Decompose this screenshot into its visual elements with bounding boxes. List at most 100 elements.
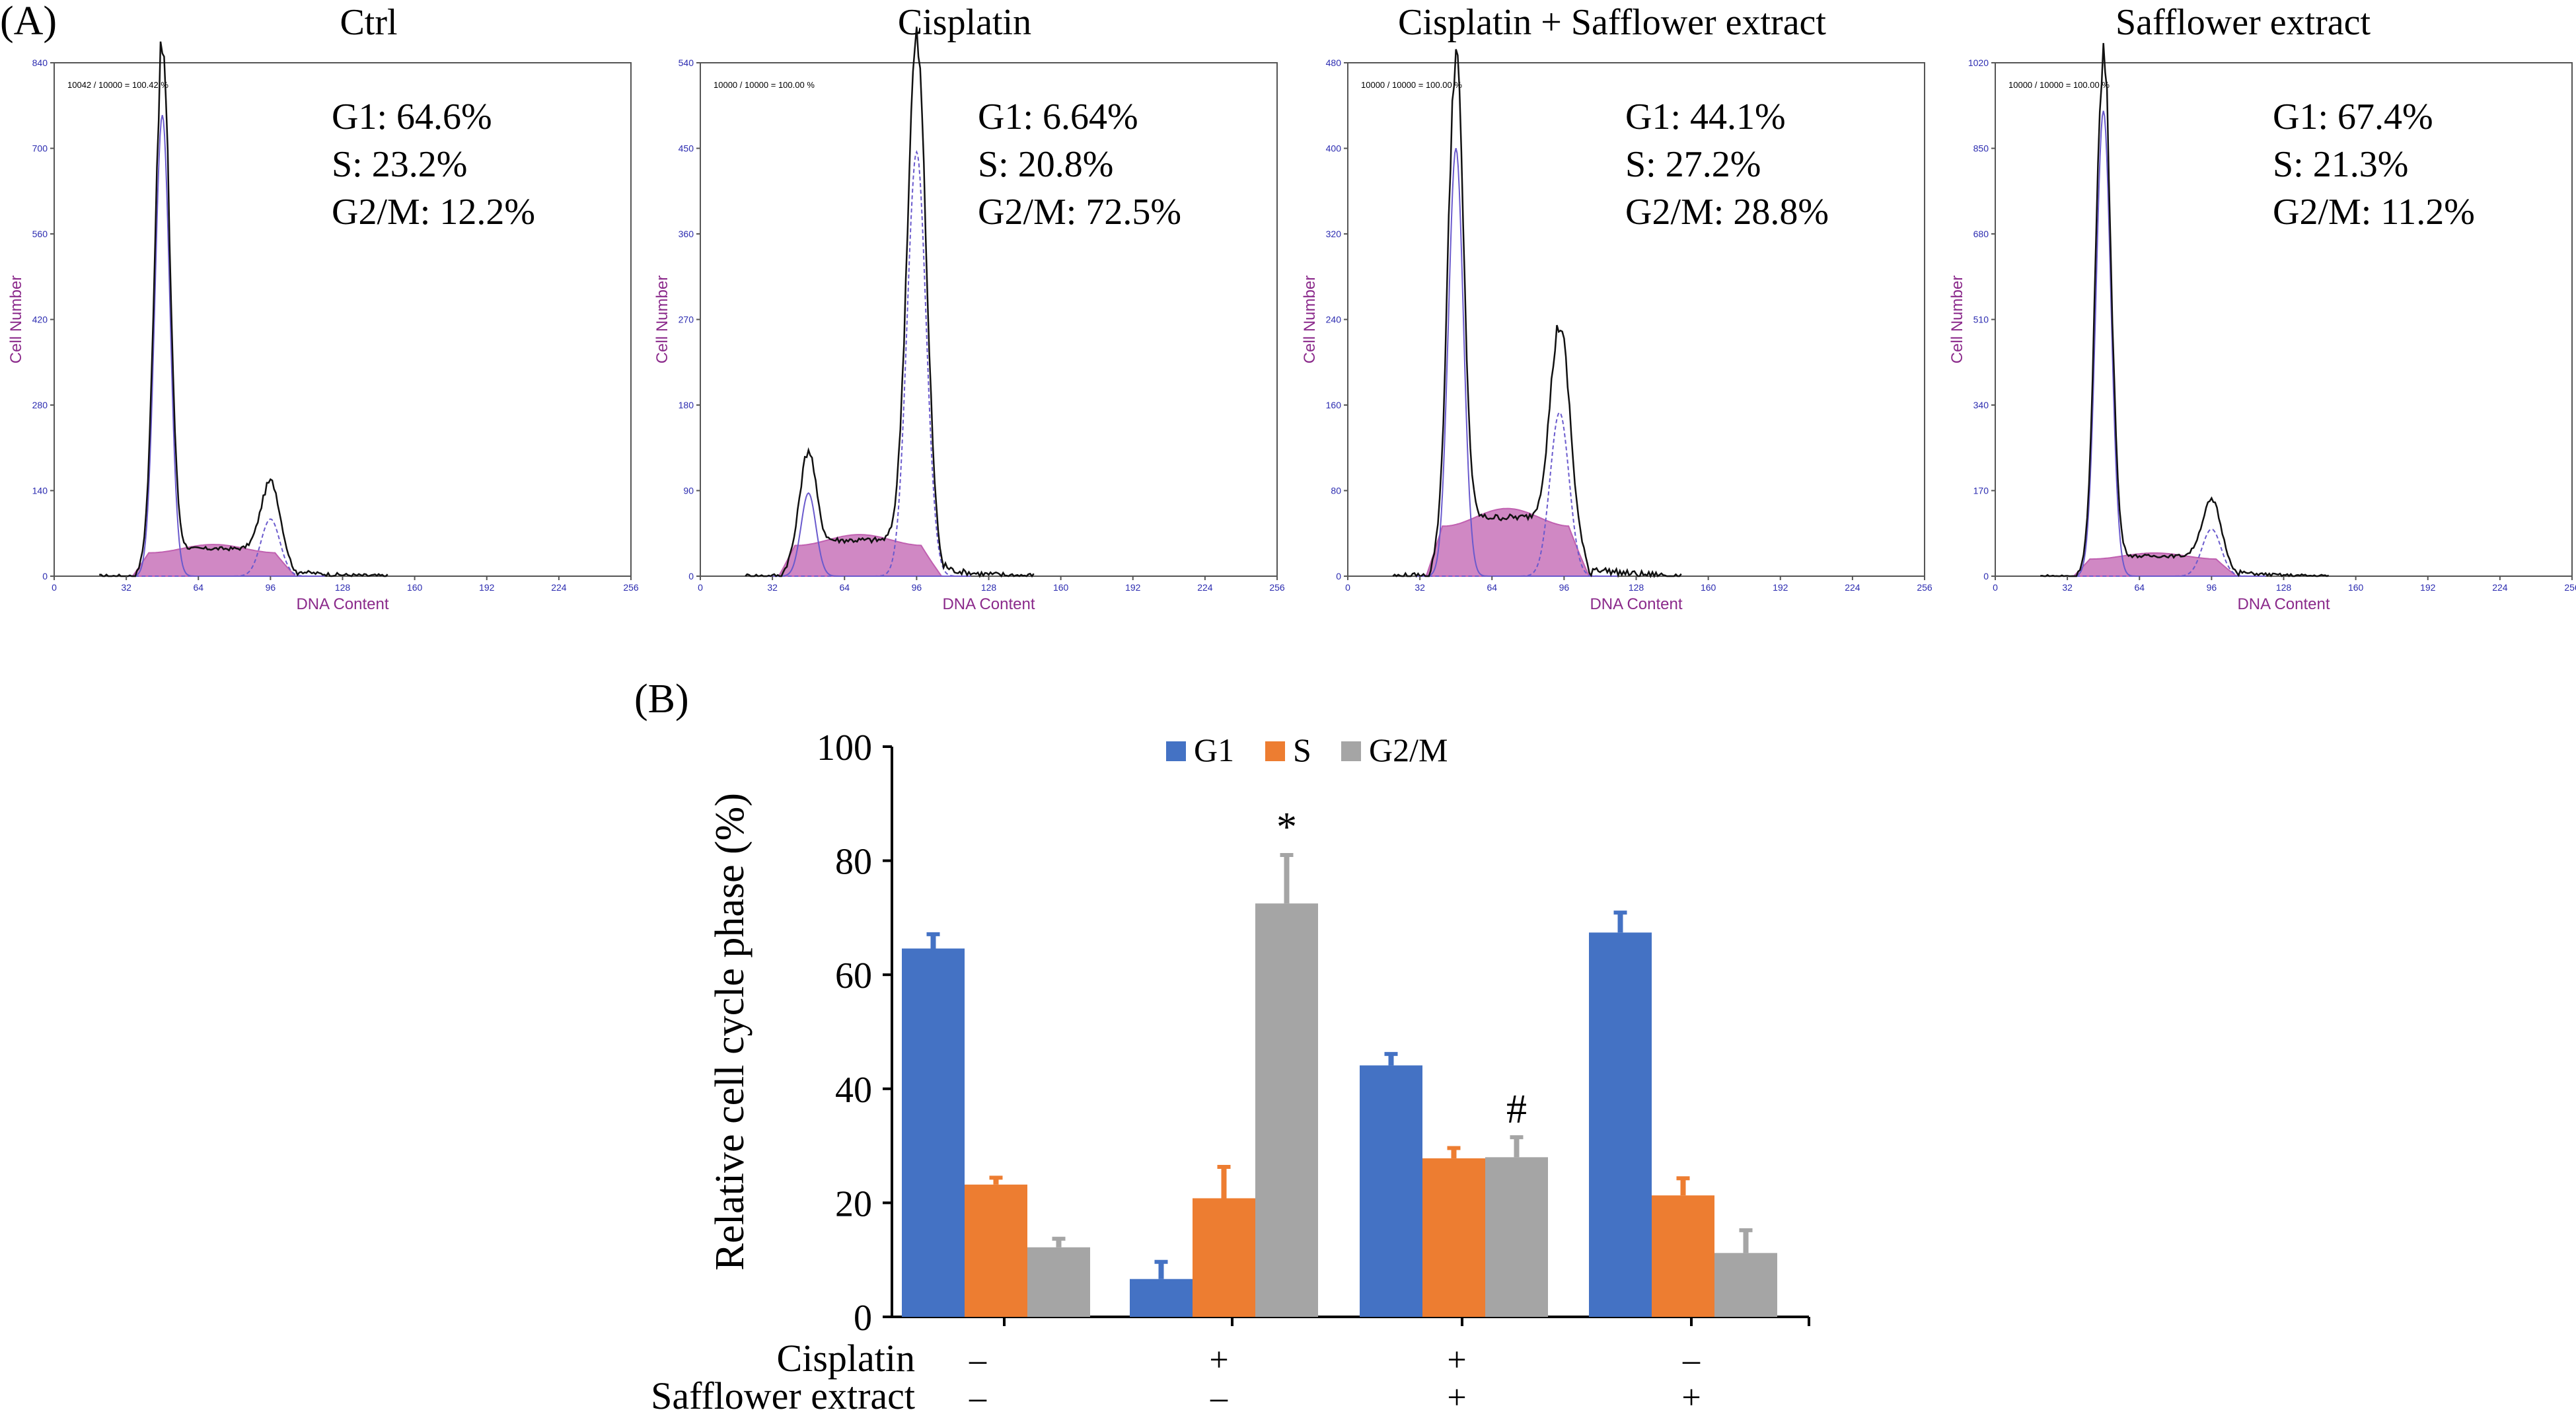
s-phase-fill [776,534,944,577]
x-tick-label: 32 [2062,582,2073,593]
x-tick-label: 64 [193,582,203,593]
y-tick-label: 360 [679,229,694,239]
histogram-title: Cisplatin + Safflower extract [1398,2,1826,43]
bar-g2m [1714,1253,1777,1317]
plot-frame [1347,62,1925,577]
histogram-title: Ctrl [340,2,397,43]
phase-percentage: G2/M: 28.8% [1625,192,1829,233]
x-tick-label: 96 [2207,582,2217,593]
x-tick-label: 32 [767,582,778,593]
y-tick-label: 0 [42,571,48,581]
panel-b-label: (B) [634,677,689,722]
flow-cytometry-histograms: Ctrl 10042 / 10000 = 100.42 % 0 32 64 96 128 16… [7,2,2576,613]
panel-a-label: (A) [0,0,57,44]
raw-histogram-curve [2040,43,2330,577]
x-tick-label: 128 [981,582,997,593]
legend-swatch [1265,741,1285,761]
phase-percentage: G1: 64.6% [332,96,492,137]
y-tick-label: 90 [683,486,694,496]
histogram-title: Safflower extract [2116,2,2371,43]
y-tick-label: 540 [679,57,694,68]
y-tick-label: 80 [835,842,872,883]
phase-percentage: S: 20.8% [978,144,1113,185]
histogram-title: Cisplatin [898,2,1031,43]
x-tick-label: 64 [1487,582,1497,593]
bar-s [965,1184,1027,1317]
treatment-sign: – [969,1379,987,1414]
legend-swatch [1341,741,1361,761]
y-tick-label: 180 [679,400,694,410]
bar-s [1652,1195,1714,1317]
treatment-sign: – [969,1341,987,1379]
phase-percentage: G2/M: 12.2% [332,192,535,233]
x-tick-label: 32 [1415,582,1425,593]
x-tick-label: 64 [839,582,850,593]
y-tick-label: 480 [1326,57,1342,68]
x-tick-label: 160 [1701,582,1716,593]
y-tick-label: 60 [835,955,872,996]
x-tick-label: 192 [1125,582,1141,593]
y-tick-label: 510 [1973,315,1989,325]
x-tick-label: 32 [121,582,131,593]
histogram-header: 10000 / 10000 = 100.00 % [714,80,815,90]
y-tick-label: 240 [1326,315,1342,325]
raw-histogram-curve [745,26,1035,578]
y-tick-label: 400 [1326,143,1342,154]
bar-g1 [1360,1065,1422,1317]
x-tick-label: 192 [479,582,495,593]
x-tick-label: 96 [912,582,922,593]
bar-s [1193,1198,1255,1317]
y-tick-label: 40 [835,1070,872,1111]
bar-g2m [1027,1247,1090,1317]
bar-s [1422,1158,1485,1317]
y-tick-label: 0 [1336,571,1341,581]
bar-g1 [1130,1279,1193,1317]
x-tick-label: 128 [335,582,351,593]
y-tick-label: 0 [1983,571,1989,581]
y-axis-label: Relative cell cycle phase (%) [708,793,753,1271]
y-tick-label: 140 [32,486,48,496]
x-axis-label: DNA Content [942,595,1035,613]
histogram-header: 10000 / 10000 = 100.00 % [2008,80,2110,90]
y-tick-label: 270 [679,315,694,325]
phase-percentage: S: 27.2% [1625,144,1761,185]
treatment-sign: + [1447,1379,1466,1414]
y-axis-label: Cell Number [1301,276,1319,363]
x-tick-label: 256 [1917,582,1932,593]
x-tick-label: 192 [1773,582,1788,593]
y-tick-label: 1020 [1968,57,1989,68]
phase-percentage: G1: 6.64% [978,96,1138,137]
x-tick-label: 0 [698,582,703,593]
y-axis-label: Cell Number [7,276,25,363]
y-tick-label: 560 [32,229,48,239]
legend-label: G2/M [1369,731,1448,768]
histogram-panel: Ctrl 10042 / 10000 = 100.42 % 0 32 64 96 128 16… [7,2,639,613]
x-tick-label: 128 [2276,582,2292,593]
y-tick-label: 280 [32,400,48,410]
x-tick-label: 256 [1269,582,1285,593]
phase-percentage: G1: 44.1% [1625,96,1786,137]
x-tick-label: 160 [407,582,423,593]
treatment-sign: + [1681,1379,1701,1414]
treatment-sign: + [1209,1341,1228,1379]
y-tick-label: 340 [1973,400,1989,410]
x-tick-label: 0 [1993,582,1998,593]
histogram-header: 10042 / 10000 = 100.42 % [67,80,168,90]
x-tick-label: 160 [1053,582,1069,593]
y-tick-label: 850 [1973,143,1989,154]
legend-swatch [1166,741,1186,761]
y-tick-label: 20 [835,1183,872,1224]
y-tick-label: 170 [1973,486,1989,496]
phase-percentage: G1: 67.4% [2273,96,2433,137]
plot-frame [54,62,632,577]
plot-frame [700,62,1278,577]
y-tick-label: 160 [1326,400,1342,410]
phase-percentage: S: 23.2% [332,144,467,185]
legend-label: G1 [1194,731,1234,768]
x-tick-label: 256 [2564,582,2576,593]
g2-fit-curve [768,150,971,577]
treatment-sign: + [1447,1341,1466,1379]
histogram-header: 10000 / 10000 = 100.00 % [1361,80,1462,90]
phase-percentage: G2/M: 11.2% [2273,192,2475,233]
